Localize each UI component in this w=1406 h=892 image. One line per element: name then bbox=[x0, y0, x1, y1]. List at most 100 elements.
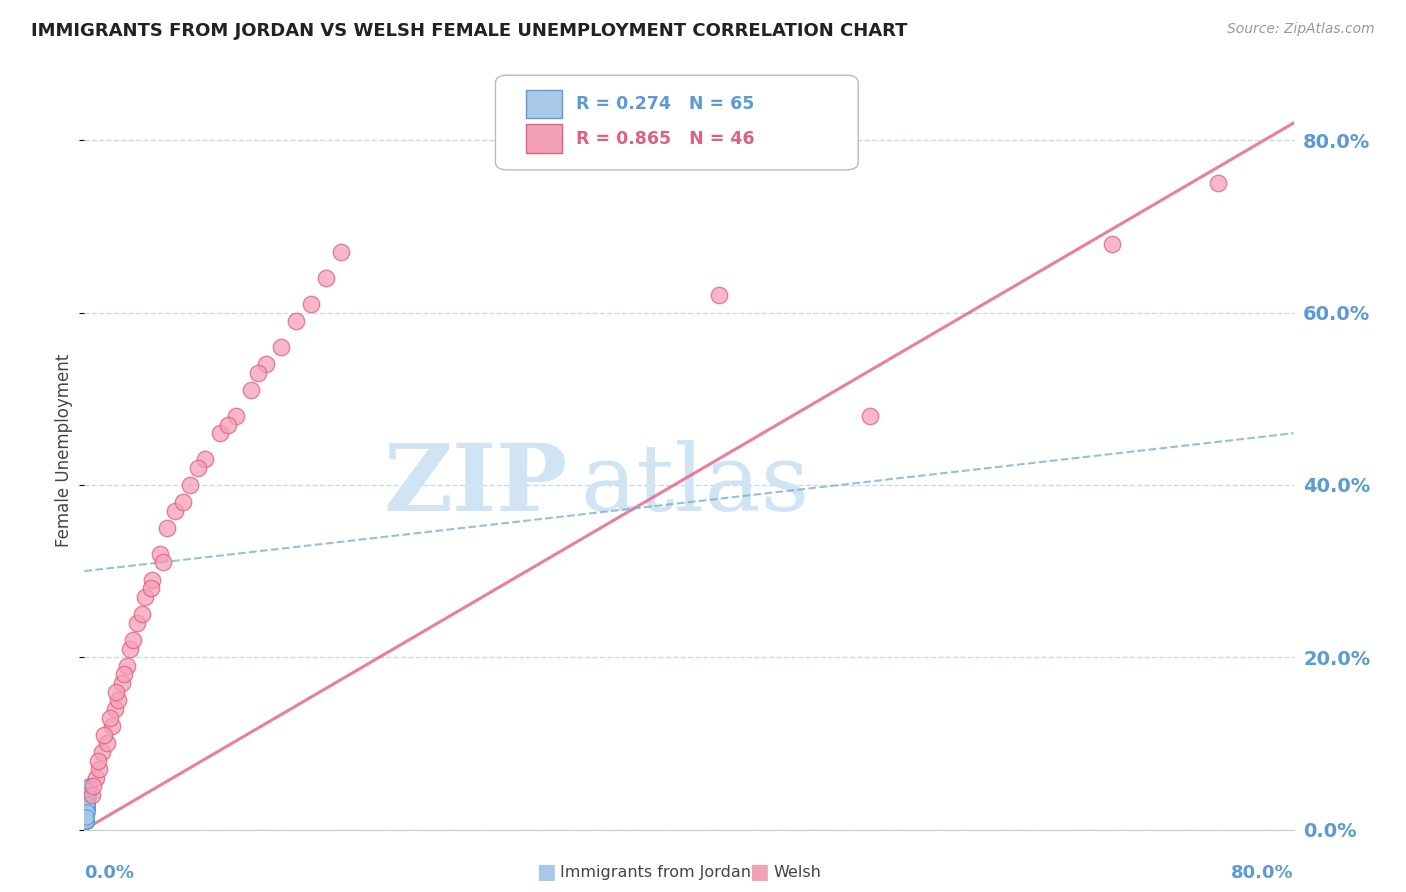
Point bbox=[315, 271, 337, 285]
Point bbox=[225, 409, 247, 423]
Point bbox=[76, 797, 98, 811]
Point bbox=[75, 810, 97, 824]
Point bbox=[76, 788, 98, 802]
Point bbox=[121, 633, 143, 648]
Point bbox=[75, 810, 97, 824]
Point bbox=[75, 810, 97, 824]
Point bbox=[149, 547, 172, 561]
Point bbox=[75, 805, 97, 820]
FancyBboxPatch shape bbox=[526, 89, 562, 119]
Point bbox=[127, 615, 149, 630]
Point bbox=[75, 814, 97, 828]
Point bbox=[75, 805, 97, 820]
Point bbox=[86, 771, 108, 785]
Point bbox=[76, 797, 98, 811]
Point bbox=[270, 340, 292, 354]
Point bbox=[75, 810, 97, 824]
Text: 0.0%: 0.0% bbox=[84, 863, 135, 881]
Point bbox=[1101, 236, 1123, 251]
Point bbox=[76, 797, 98, 811]
Text: IMMIGRANTS FROM JORDAN VS WELSH FEMALE UNEMPLOYMENT CORRELATION CHART: IMMIGRANTS FROM JORDAN VS WELSH FEMALE U… bbox=[31, 22, 907, 40]
FancyBboxPatch shape bbox=[526, 124, 562, 153]
Point bbox=[77, 788, 100, 802]
Point bbox=[76, 805, 98, 820]
Point bbox=[87, 754, 110, 768]
Point bbox=[75, 810, 97, 824]
Point bbox=[115, 658, 138, 673]
Point bbox=[247, 366, 270, 380]
Point bbox=[75, 814, 97, 828]
Point bbox=[141, 573, 163, 587]
Point bbox=[105, 684, 128, 698]
Point bbox=[75, 814, 97, 828]
Point bbox=[75, 814, 97, 828]
Text: Immigrants from Jordan: Immigrants from Jordan bbox=[560, 865, 751, 880]
Text: R = 0.865   N = 46: R = 0.865 N = 46 bbox=[576, 130, 755, 148]
Point bbox=[75, 814, 97, 828]
Point bbox=[217, 417, 239, 432]
Point bbox=[76, 797, 98, 811]
Point bbox=[75, 810, 97, 824]
Point bbox=[80, 788, 103, 802]
Point bbox=[76, 792, 98, 806]
Point bbox=[75, 814, 97, 828]
Y-axis label: Female Unemployment: Female Unemployment bbox=[55, 354, 73, 547]
Point bbox=[76, 801, 98, 815]
Text: ZIP: ZIP bbox=[384, 440, 568, 530]
Point bbox=[75, 805, 97, 820]
Point bbox=[104, 702, 127, 716]
Point bbox=[89, 762, 111, 776]
Point bbox=[76, 801, 98, 815]
Point bbox=[75, 805, 97, 820]
Point bbox=[96, 736, 118, 750]
Point bbox=[75, 810, 97, 824]
Point bbox=[76, 797, 98, 811]
Point bbox=[152, 556, 174, 570]
Point bbox=[75, 810, 97, 824]
Point bbox=[82, 780, 104, 794]
FancyBboxPatch shape bbox=[495, 75, 858, 170]
Point bbox=[77, 780, 100, 794]
Point bbox=[118, 641, 141, 656]
Point bbox=[75, 814, 97, 828]
Point bbox=[187, 460, 209, 475]
Point bbox=[111, 676, 134, 690]
Point bbox=[76, 801, 98, 815]
Text: Welsh: Welsh bbox=[773, 865, 821, 880]
Text: Source: ZipAtlas.com: Source: ZipAtlas.com bbox=[1227, 22, 1375, 37]
Point bbox=[98, 710, 121, 724]
Point bbox=[93, 728, 115, 742]
Point bbox=[75, 810, 97, 824]
Text: R = 0.274   N = 65: R = 0.274 N = 65 bbox=[576, 95, 755, 113]
Point bbox=[1206, 177, 1229, 191]
Point bbox=[76, 801, 98, 815]
Point bbox=[194, 452, 217, 467]
Point bbox=[76, 801, 98, 815]
Point bbox=[75, 810, 97, 824]
Point bbox=[76, 797, 98, 811]
Point bbox=[172, 495, 194, 509]
Text: atlas: atlas bbox=[581, 440, 810, 530]
Point bbox=[75, 814, 97, 828]
Point bbox=[75, 814, 97, 828]
Point bbox=[76, 797, 98, 811]
Point bbox=[100, 719, 122, 733]
Point bbox=[76, 805, 98, 820]
Point bbox=[75, 805, 97, 820]
Point bbox=[254, 357, 277, 371]
Point bbox=[134, 590, 156, 604]
Point bbox=[239, 383, 262, 397]
Point bbox=[75, 810, 97, 824]
Point bbox=[139, 582, 162, 596]
Point bbox=[77, 780, 100, 794]
Point bbox=[285, 314, 308, 328]
Point bbox=[179, 478, 201, 492]
Point bbox=[709, 288, 731, 302]
Point bbox=[76, 797, 98, 811]
Point bbox=[299, 297, 322, 311]
Point bbox=[76, 788, 98, 802]
Point bbox=[76, 797, 98, 811]
Point bbox=[75, 814, 97, 828]
Point bbox=[156, 521, 179, 535]
Point bbox=[76, 792, 98, 806]
